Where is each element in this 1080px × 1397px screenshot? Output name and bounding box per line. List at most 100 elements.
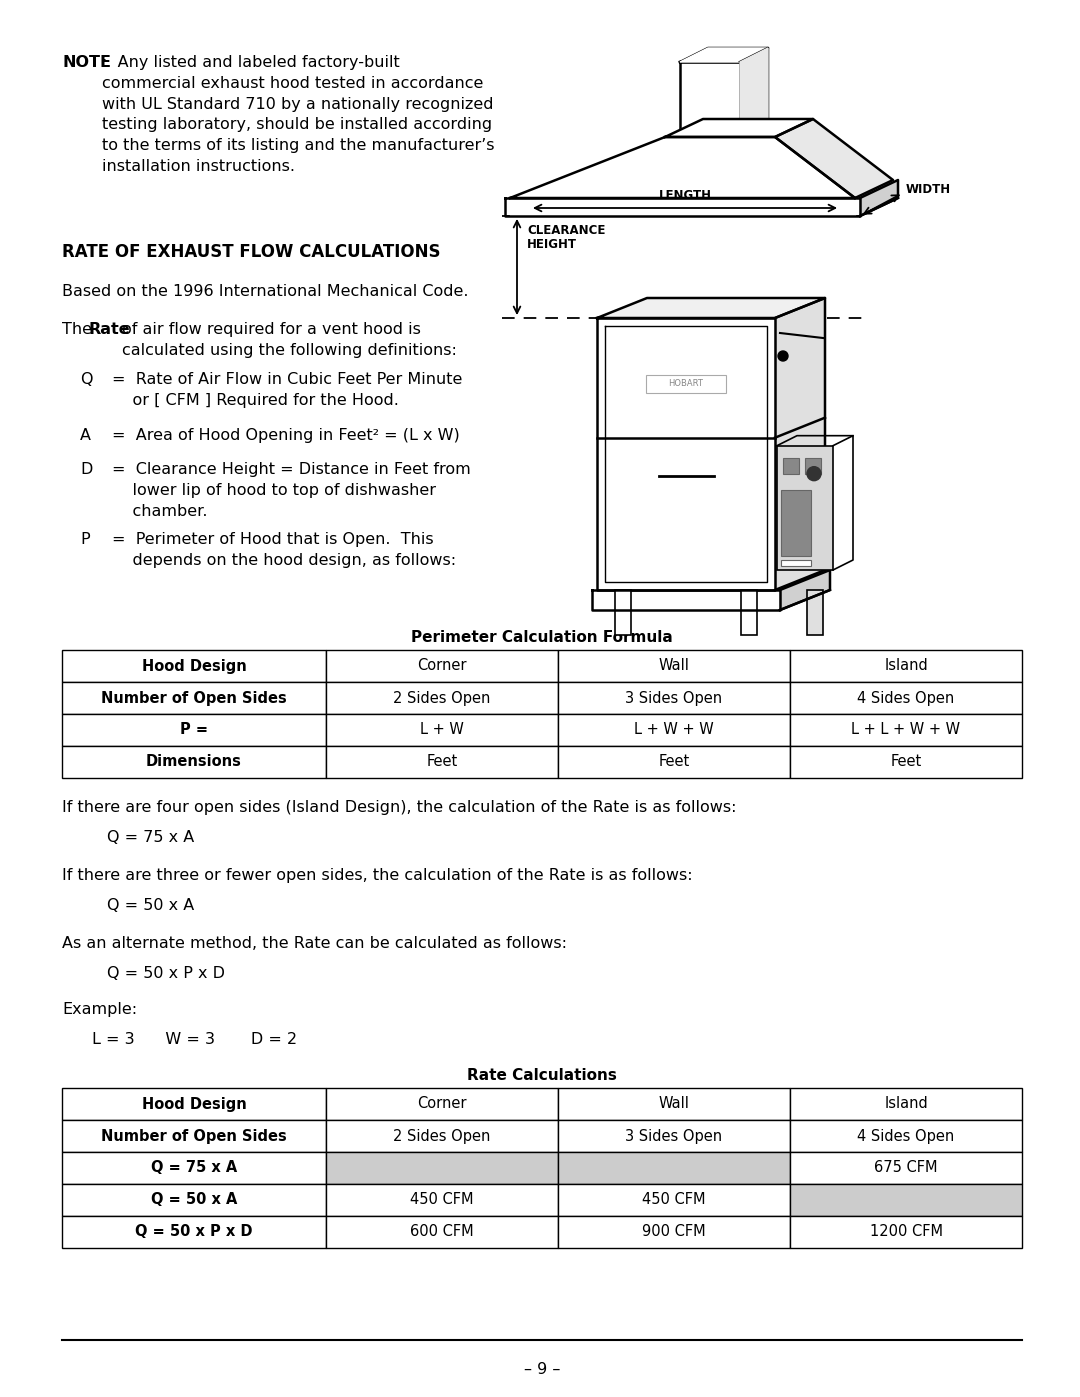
Bar [62,714,326,746]
Text: Hood Design: Hood Design [141,1097,246,1112]
Text: If there are three or fewer open sides, the calculation of the Rate is as follow: If there are three or fewer open sides, … [62,868,692,883]
Text: Q: Q [80,372,93,387]
Text: =  Clearance Height = Distance in Feet from
    lower lip of hood to top of dish: = Clearance Height = Distance in Feet fr… [112,462,471,518]
Text: The: The [62,321,97,337]
Bar [558,1120,789,1153]
Text: HEIGHT: HEIGHT [527,237,577,251]
Text: Island: Island [885,658,928,673]
Bar [781,560,811,566]
Text: Wall: Wall [659,658,689,673]
Bar [326,682,558,714]
Text: A: A [80,427,91,443]
Text: Number of Open Sides: Number of Open Sides [102,690,287,705]
Polygon shape [510,198,855,217]
Bar [646,374,726,393]
Bar [805,458,821,474]
Bar [789,746,1022,778]
Bar [558,1215,789,1248]
Text: 1200 CFM: 1200 CFM [869,1225,943,1239]
Text: Q = 50 x A: Q = 50 x A [107,898,194,914]
Text: LENGTH: LENGTH [659,189,712,203]
Text: of air flow required for a vent hood is
calculated using the following definitio: of air flow required for a vent hood is … [122,321,457,358]
Bar [326,1215,558,1248]
Polygon shape [740,47,768,137]
Text: 3 Sides Open: 3 Sides Open [625,690,723,705]
Text: Perimeter Calculation Formula: Perimeter Calculation Formula [411,630,673,645]
Bar [326,1120,558,1153]
Bar [326,650,558,682]
Bar [615,590,631,636]
Text: L + W + W: L + W + W [634,722,714,738]
Bar [62,650,326,682]
Polygon shape [860,180,897,217]
Text: Corner: Corner [417,1097,467,1112]
Text: Q = 50 x P x D: Q = 50 x P x D [107,965,225,981]
Text: P =: P = [180,722,208,738]
Bar [789,714,1022,746]
Text: 450 CFM: 450 CFM [643,1193,705,1207]
Bar [789,650,1022,682]
Bar [326,1153,558,1185]
Bar [783,458,799,474]
Bar [558,1185,789,1215]
Text: – 9 –: – 9 – [524,1362,561,1377]
Text: Feet: Feet [427,754,458,770]
Text: 2 Sides Open: 2 Sides Open [393,690,490,705]
Text: Rate: Rate [89,321,131,337]
Text: P: P [80,532,90,548]
Polygon shape [680,47,768,61]
Text: L + W: L + W [420,722,464,738]
Bar [789,1153,1022,1185]
Text: Island: Island [885,1097,928,1112]
Text: Wall: Wall [659,1097,689,1112]
Text: CLEARANCE: CLEARANCE [527,224,606,237]
Polygon shape [775,119,893,198]
Bar [62,1215,326,1248]
Circle shape [778,351,788,360]
Text: =  Rate of Air Flow in Cubic Feet Per Minute
    or [ CFM ] Required for the Hoo: = Rate of Air Flow in Cubic Feet Per Min… [112,372,462,408]
Text: 450 CFM: 450 CFM [410,1193,474,1207]
Text: Feet: Feet [659,754,690,770]
Polygon shape [775,298,825,590]
Text: Example:: Example: [62,1002,137,1017]
Polygon shape [665,119,813,137]
Bar [558,1153,789,1185]
Bar [62,1120,326,1153]
Bar [789,1088,1022,1120]
Polygon shape [510,137,855,198]
Bar [62,1185,326,1215]
Bar [789,682,1022,714]
Bar [558,682,789,714]
Text: Feet: Feet [890,754,921,770]
Text: RATE OF EXHAUST FLOW CALCULATIONS: RATE OF EXHAUST FLOW CALCULATIONS [62,243,441,261]
Text: If there are four open sides (Island Design), the calculation of the Rate is as : If there are four open sides (Island Des… [62,800,737,814]
Bar [326,746,558,778]
Text: Rate Calculations: Rate Calculations [467,1067,617,1083]
Text: L + L + W + W: L + L + W + W [851,722,960,738]
Polygon shape [597,319,775,590]
Text: 4 Sides Open: 4 Sides Open [858,1129,955,1144]
Text: NOTE: NOTE [62,54,111,70]
Text: =  Area of Hood Opening in Feet² = (L x W): = Area of Hood Opening in Feet² = (L x W… [112,427,460,443]
Bar [62,746,326,778]
Bar [789,1120,1022,1153]
Text: Based on the 1996 International Mechanical Code.: Based on the 1996 International Mechanic… [62,284,469,299]
Bar [326,1185,558,1215]
Bar [781,490,811,556]
Bar [558,650,789,682]
Polygon shape [592,590,780,610]
Text: Q = 50 x P x D: Q = 50 x P x D [135,1225,253,1239]
Text: Q = 50 x A: Q = 50 x A [151,1193,238,1207]
Bar [558,746,789,778]
Text: 600 CFM: 600 CFM [410,1225,474,1239]
Text: =  Perimeter of Hood that is Open.  This
    depends on the hood design, as foll: = Perimeter of Hood that is Open. This d… [112,532,456,567]
Bar [326,1088,558,1120]
Text: WIDTH: WIDTH [906,183,951,196]
Text: Q = 75 x A: Q = 75 x A [107,830,194,845]
Polygon shape [597,298,825,319]
Text: L = 3      W = 3       D = 2: L = 3 W = 3 D = 2 [92,1032,297,1046]
Polygon shape [780,570,831,610]
Text: D: D [80,462,93,476]
Bar [807,590,823,636]
Text: As an alternate method, the Rate can be calculated as follows:: As an alternate method, the Rate can be … [62,936,567,951]
